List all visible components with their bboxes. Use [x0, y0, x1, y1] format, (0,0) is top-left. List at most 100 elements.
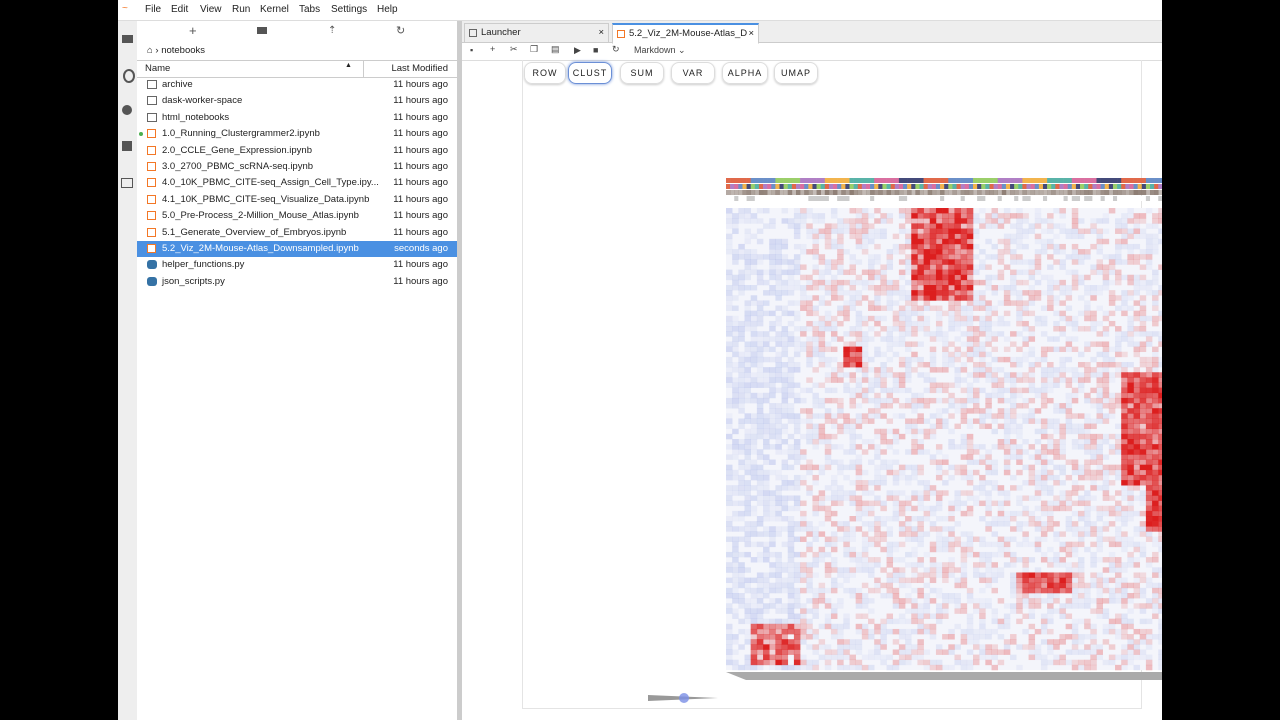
heatmap-cell — [793, 505, 801, 512]
modified-header[interactable]: Last Modified — [391, 63, 448, 74]
heatmap-cell — [775, 428, 782, 435]
palette-icon[interactable] — [122, 105, 132, 115]
cell-type-select[interactable]: Markdown ⌄ — [634, 45, 686, 55]
heatmap-cell — [911, 243, 918, 250]
heatmap-cell — [1115, 474, 1122, 481]
heatmap-cell — [1152, 521, 1159, 527]
insert[interactable]: + — [490, 44, 496, 54]
new-launcher[interactable]: + — [189, 23, 197, 38]
heatmap-cell — [929, 346, 937, 353]
heatmap-cell — [892, 249, 900, 255]
heatmap-cell — [880, 228, 887, 234]
heatmap-cell — [1022, 531, 1029, 537]
heatmap-cell — [1127, 208, 1134, 214]
restart[interactable]: ↻ — [612, 44, 620, 54]
heatmap-cell — [1003, 623, 1011, 630]
heatmap-cell — [812, 510, 819, 517]
heatmap-cell — [1034, 315, 1042, 322]
heatmap-cell — [787, 480, 795, 486]
heatmap-cell — [1158, 639, 1162, 645]
heatmap-cell — [1040, 664, 1048, 671]
category-cell — [812, 178, 817, 183]
cell-type[interactable]: Markdown — [634, 45, 676, 55]
heatmap-cell — [929, 336, 937, 342]
folder-tab-icon[interactable] — [122, 35, 133, 43]
heatmap-cell — [1047, 659, 1054, 666]
heatmap-cell — [781, 208, 789, 214]
heatmap-cell — [781, 397, 789, 404]
heatmap-cell — [849, 449, 856, 455]
tools-icon[interactable] — [122, 141, 132, 151]
stop[interactable]: ■ — [593, 45, 599, 55]
heatmap-cell — [1003, 521, 1011, 527]
heatmap-cell — [763, 623, 770, 630]
running-tab-icon[interactable] — [123, 69, 135, 83]
heatmap-cell — [818, 521, 826, 527]
heatmap-cell — [960, 351, 968, 358]
tabs-icon[interactable] — [121, 178, 133, 188]
heatmap-cell — [769, 469, 776, 476]
heatmap-cell — [769, 264, 776, 270]
breadcrumbs[interactable]: ⌂ › notebooks — [147, 45, 206, 56]
heatmap-cell — [738, 249, 745, 255]
cut[interactable]: ✂ — [510, 44, 518, 54]
new-folder[interactable] — [257, 27, 267, 34]
splitter[interactable] — [457, 21, 462, 720]
heatmap-cell — [1145, 382, 1153, 388]
heatmap-cell — [880, 516, 887, 522]
heatmap-cell — [991, 290, 998, 296]
heatmap-cell — [1108, 295, 1116, 301]
heatmap-cell — [763, 367, 770, 373]
heatmap-cell — [985, 336, 992, 342]
heatmap-cell — [837, 639, 844, 645]
heatmap-cell — [1016, 603, 1023, 609]
heatmap-cell — [818, 274, 826, 281]
heatmap-cell — [800, 218, 807, 224]
heatmap-cell — [756, 218, 764, 224]
heatmap-cell — [1053, 454, 1060, 460]
category-cell — [1104, 178, 1110, 183]
heatmap-cell — [991, 382, 998, 388]
heatmap-cell — [812, 536, 819, 542]
heatmap-cell — [917, 228, 924, 234]
heatmap-cell — [1034, 249, 1042, 255]
save[interactable]: ▪ — [470, 45, 474, 55]
heatmap-cell — [1071, 603, 1079, 609]
copy[interactable]: ❐ — [530, 44, 539, 54]
heatmap-cell — [880, 274, 887, 281]
heatmap-cell — [954, 310, 961, 317]
heatmap-cell — [750, 269, 758, 276]
heatmap-cell — [855, 659, 863, 666]
heatmap-cell — [1047, 362, 1054, 368]
heatmap-cell — [1145, 536, 1153, 542]
heatmap-cell — [726, 490, 733, 496]
run[interactable]: ▶ — [574, 45, 581, 55]
heatmap-cell — [824, 587, 832, 594]
heatmap-cell — [898, 582, 906, 589]
heatmap-cell — [1158, 464, 1162, 471]
heatmap-cell — [756, 351, 764, 358]
heatmap-cell — [769, 285, 776, 291]
breadcrumb[interactable]: notebooks — [161, 45, 206, 56]
heatmap-cell — [880, 315, 887, 322]
paste[interactable]: ▤ — [551, 44, 560, 54]
heatmap-cell — [1010, 536, 1017, 542]
upload[interactable]: ⇡ — [328, 25, 337, 36]
heatmap-cell — [1090, 418, 1097, 424]
heatmap-cell — [929, 208, 937, 214]
refresh[interactable]: ↻ — [396, 25, 406, 37]
heatmap-cell — [1028, 541, 1036, 548]
heatmap-cell — [1115, 531, 1122, 537]
heatmap-cell — [898, 413, 906, 419]
heatmap-cell — [1016, 593, 1023, 599]
heatmap-cell — [732, 516, 739, 522]
heatmap-cell — [1040, 557, 1048, 563]
name-header[interactable]: Name — [145, 63, 171, 74]
heatmap-cell — [1158, 433, 1162, 440]
heatmap-cell — [1152, 567, 1159, 573]
heatmap-cell — [806, 644, 813, 650]
heatmap-cell — [800, 521, 807, 527]
heatmap-cell — [861, 628, 869, 635]
heatmap-cell — [738, 387, 745, 394]
category-cell — [1150, 178, 1155, 183]
